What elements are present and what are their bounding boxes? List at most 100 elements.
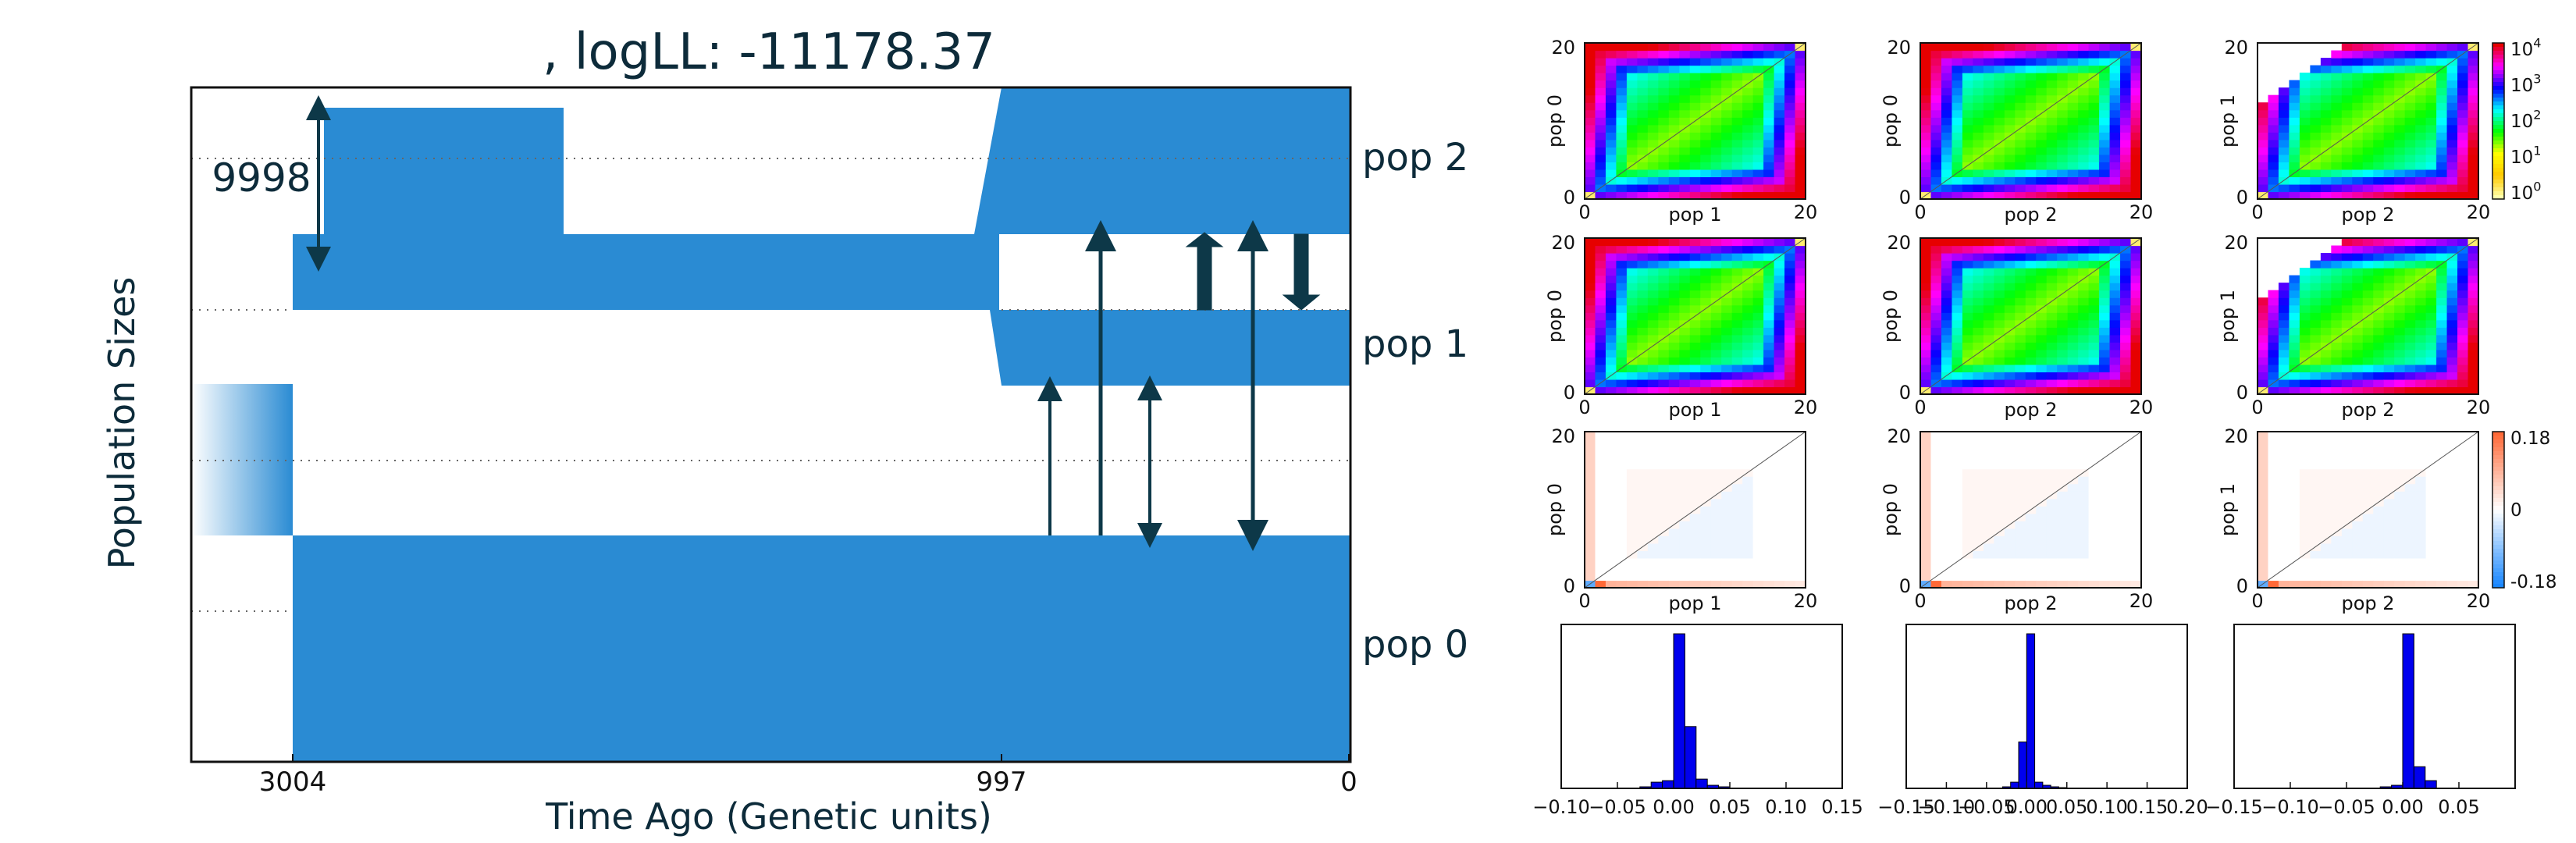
heatmap-cell — [2120, 521, 2132, 529]
heatmap-cell — [1752, 439, 1764, 447]
heatmap-cell — [1952, 253, 1963, 261]
heatmap-cell — [2446, 275, 2458, 283]
heatmap-cell — [2109, 94, 2121, 103]
heatmap-cell — [2320, 117, 2332, 126]
heatmap-cell — [2446, 268, 2458, 276]
heatmap-cell — [2362, 468, 2374, 477]
heatmap-cell — [2425, 147, 2437, 155]
heatmap-cell — [2036, 290, 2048, 298]
heatmap-cell — [2078, 557, 2090, 567]
heatmap-cell — [2404, 245, 2416, 254]
heatmap-cell — [2078, 238, 2090, 247]
heatmap-cell — [2067, 139, 2079, 148]
heatmap-cell — [2004, 454, 2016, 462]
heatmap-cell — [2404, 379, 2416, 388]
heatmap-cell — [2457, 290, 2469, 298]
heatmap-cell — [2320, 432, 2332, 440]
heatmap-cell — [2057, 268, 2069, 276]
heatmap-cell — [1616, 535, 1628, 544]
heatmap-cell — [1647, 176, 1659, 185]
heatmap-cell — [1710, 80, 1722, 88]
heatmap-cell — [2362, 73, 2374, 81]
heatmap-cell — [1752, 432, 1764, 440]
heatmap-cell — [1742, 506, 1754, 514]
heatmap-cell — [2310, 162, 2322, 170]
heatmap-cell — [1605, 349, 1617, 357]
heatmap-cell — [1994, 102, 2005, 111]
heatmap-cell — [1595, 65, 1606, 73]
heatmap-cell — [2467, 290, 2479, 298]
heatmap-cell — [2278, 169, 2290, 178]
heatmap-cell — [2310, 513, 2322, 521]
heatmap-cell — [1752, 87, 1764, 96]
heatmap-cell — [2088, 117, 2100, 126]
heatmap-cell — [1595, 275, 1606, 283]
heatmap-cell — [2015, 476, 2026, 485]
heatmap-cell — [1752, 183, 1764, 193]
heatmap-cell — [1647, 132, 1659, 140]
plot-frame — [190, 86, 1352, 763]
heatmap-cell — [1637, 468, 1649, 477]
heatmap-cell — [2457, 446, 2469, 455]
heatmap-cell — [2352, 304, 2364, 313]
heatmap-cell — [1637, 319, 1649, 328]
heatmap-cell — [2394, 572, 2406, 582]
heatmap-cell — [2299, 446, 2311, 455]
heatmap-cells — [1920, 43, 2142, 200]
heatmap-cell — [2130, 50, 2142, 59]
heatmap-cell — [1774, 334, 1785, 343]
heatmap-cell — [2025, 238, 2037, 247]
heatmap-cell — [1679, 580, 1691, 589]
heatmap-cell — [2394, 132, 2406, 140]
heatmap-cell — [2109, 319, 2121, 328]
heatmap-cell — [2446, 169, 2458, 178]
heatmap-cell — [2004, 379, 2016, 388]
heatmap-cell — [2120, 58, 2132, 66]
heatmap-cell — [1774, 169, 1785, 178]
heatmap-cell — [1784, 580, 1796, 589]
heatmap-cell — [2362, 245, 2374, 254]
heatmap-cell — [2067, 550, 2079, 559]
heatmap-cell — [1616, 572, 1628, 582]
heatmap-cell — [1700, 238, 1712, 247]
heatmap-cell — [2404, 43, 2416, 52]
heatmap-cell — [1941, 319, 1953, 328]
heatmap-cell — [2320, 162, 2332, 170]
heatmap-cell — [2373, 580, 2385, 589]
heatmap-cell — [2067, 572, 2079, 582]
heatmap-cell — [2362, 43, 2374, 52]
heatmap-cell — [1983, 461, 1994, 470]
heatmap-cell — [1700, 454, 1712, 462]
heatmap-cell — [2268, 147, 2279, 155]
heatmap-cell — [2057, 357, 2069, 365]
heatmap-cell — [1626, 73, 1638, 81]
heatmap-cell — [1952, 297, 1963, 306]
heatmap-cell — [2057, 139, 2069, 148]
x-tick-label: 0.00 — [1653, 796, 1694, 818]
heatmap-cell — [1784, 132, 1796, 140]
heatmap-cell — [2425, 528, 2437, 536]
heatmap-cell — [2394, 238, 2406, 247]
heatmap-cell — [1920, 364, 1932, 373]
heatmap-cell — [1952, 191, 1963, 200]
heatmap-cell — [2415, 319, 2427, 328]
heatmap-cell — [1752, 312, 1764, 321]
heatmap-cell — [1616, 312, 1628, 321]
heatmap-cell — [2036, 454, 2048, 462]
heatmap-cell — [2457, 535, 2469, 544]
heatmap-cell — [2362, 102, 2374, 111]
heatmap-cell — [2331, 117, 2343, 126]
heatmap-cell — [2088, 557, 2100, 567]
heatmap-cell — [1994, 304, 2005, 313]
heatmap-cell — [2109, 542, 2121, 551]
heatmap-cell — [1983, 260, 1994, 269]
heatmap-cell — [1962, 109, 1973, 118]
heatmap-cell — [1721, 572, 1733, 582]
heatmap-cell — [2036, 565, 2048, 574]
heatmap-cell — [1605, 183, 1617, 193]
heatmap-cell — [1994, 461, 2005, 470]
heatmap-cell — [2289, 139, 2300, 148]
heatmap-cell — [2415, 379, 2427, 388]
heatmap-cell — [2467, 372, 2479, 380]
